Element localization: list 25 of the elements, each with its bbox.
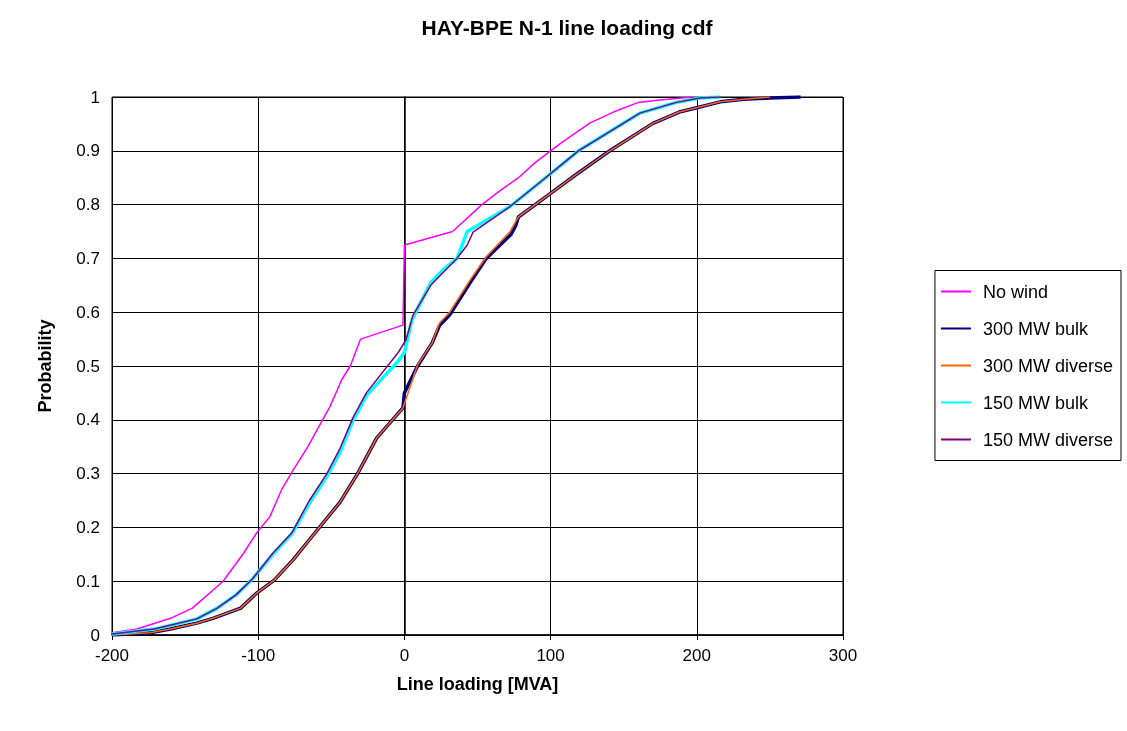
y-tick-label: 0.5 bbox=[76, 356, 100, 376]
x-tick-label: -100 bbox=[241, 646, 276, 665]
chart-title: HAY-BPE N-1 line loading cdf bbox=[421, 16, 714, 39]
x-tick-label: 200 bbox=[682, 646, 711, 665]
y-tick-label: 0 bbox=[90, 625, 100, 645]
y-tick-label: 1 bbox=[90, 87, 100, 107]
y-tick-label: 0.8 bbox=[76, 195, 100, 215]
x-tick-label: 0 bbox=[399, 646, 410, 665]
x-tick-label: 100 bbox=[536, 646, 565, 665]
x-tick-label: -200 bbox=[94, 646, 130, 665]
legend-label: 300 MW diverse bbox=[982, 355, 1113, 376]
y-tick-label: 0.2 bbox=[76, 517, 100, 537]
legend-label: 300 MW bulk bbox=[982, 318, 1089, 339]
y-tick-label: 0.9 bbox=[76, 141, 100, 161]
legend-label: 150 MW bulk bbox=[982, 392, 1089, 413]
legend-label: 150 MW diverse bbox=[982, 429, 1113, 450]
y-axis-title: Probability bbox=[35, 319, 55, 413]
y-tick-label: 0.3 bbox=[76, 464, 100, 484]
y-tick-label: 0.6 bbox=[76, 302, 100, 322]
x-axis-title: Line loading [MVA] bbox=[396, 674, 559, 694]
y-tick-label: 0.4 bbox=[76, 410, 100, 430]
x-tick-label: 300 bbox=[828, 646, 858, 665]
legend-label: No wind bbox=[982, 281, 1048, 302]
y-tick-label: 0.7 bbox=[76, 248, 100, 268]
y-tick-label: 0.1 bbox=[76, 571, 100, 591]
